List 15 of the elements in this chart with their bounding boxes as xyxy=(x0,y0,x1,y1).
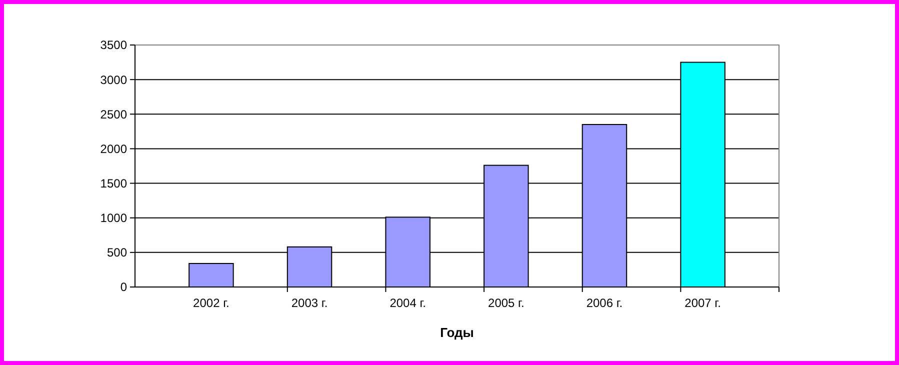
x-tick-label: 2004 г. xyxy=(390,296,426,310)
y-tick-label: 0 xyxy=(120,280,128,294)
y-tick-label: 1000 xyxy=(100,211,128,226)
y-tick-label: 2000 xyxy=(100,142,128,156)
y-tick-label: 500 xyxy=(106,246,128,260)
y-tick-label: 3500 xyxy=(100,38,128,52)
x-axis-title: Годы xyxy=(440,325,474,340)
x-tick-label: 2007 г. xyxy=(684,296,721,310)
x-tick-label: 2003 г. xyxy=(291,296,328,310)
y-tick-label: 3000 xyxy=(100,72,128,87)
x-tick-label: 2006 г. xyxy=(586,296,623,310)
x-tick-label: 2005 г. xyxy=(488,296,524,310)
y-tick-label: 2500 xyxy=(100,107,128,122)
x-tick-label: 2002 г. xyxy=(193,296,230,310)
y-tick-label: 1500 xyxy=(100,176,128,190)
